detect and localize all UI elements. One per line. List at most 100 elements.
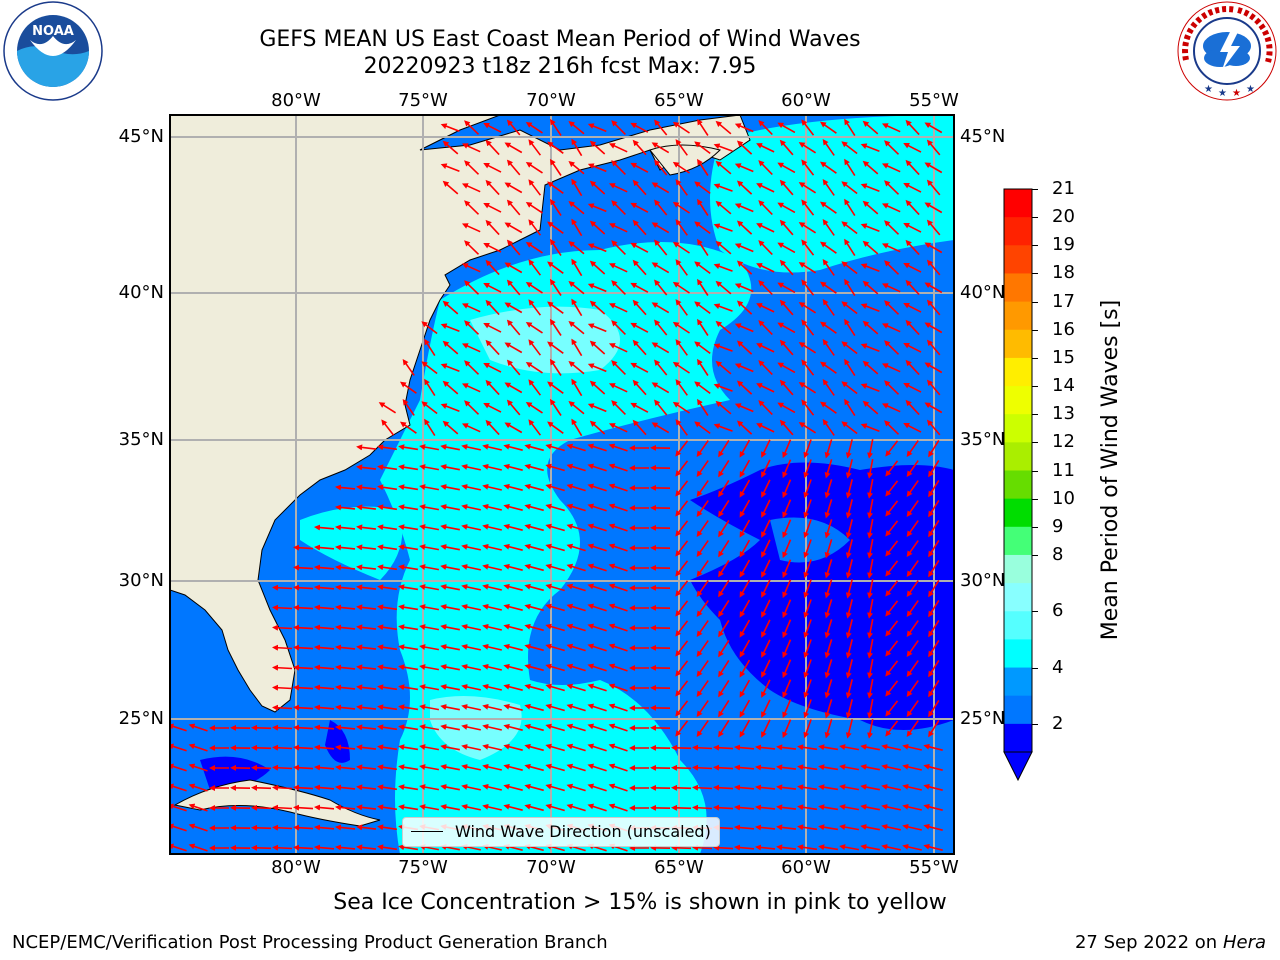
wind-wave-arrow [272, 624, 293, 631]
colorbar-segment [1004, 583, 1032, 612]
wind-wave-arrow [566, 763, 586, 772]
wind-wave-arrow [503, 663, 523, 671]
wind-wave-arrow [483, 322, 502, 333]
wind-wave-arrow [587, 463, 607, 472]
wind-wave-arrow [464, 240, 480, 255]
wind-wave-arrow [862, 200, 879, 215]
wind-wave-arrow [524, 543, 544, 552]
wind-wave-arrow [630, 242, 649, 253]
wind-wave-arrow [630, 402, 649, 413]
wind-wave-arrow [398, 504, 419, 511]
wind-wave-arrow [803, 599, 812, 619]
wind-wave-arrow [464, 200, 480, 215]
period-6-8-region [430, 696, 522, 760]
colorbar-tick-label: 8 [1052, 543, 1064, 565]
wind-wave-arrow [251, 824, 272, 831]
wind-wave-arrow [906, 500, 919, 518]
wind-wave-arrow [587, 643, 607, 652]
wind-wave-arrow [503, 523, 523, 531]
colorbar-segment [1004, 189, 1032, 218]
wind-wave-arrow [608, 183, 628, 193]
wind-wave-arrow [675, 620, 689, 637]
wind-wave-arrow [461, 464, 481, 471]
wind-wave-arrow [335, 784, 356, 791]
wind-wave-arrow [608, 443, 628, 452]
map-frame [169, 114, 955, 855]
wind-wave-arrow [841, 341, 858, 355]
wind-wave-arrow [398, 464, 419, 471]
credit-branch: NCEP/EMC/Verification Post Processing Pr… [12, 932, 608, 953]
wind-wave-arrow [442, 180, 459, 195]
wind-wave-arrow [632, 419, 647, 436]
lon-label-top: 75°W [398, 90, 448, 111]
wind-wave-arrow [566, 783, 586, 792]
wind-wave-arrow [402, 398, 415, 416]
wind-wave-arrow [632, 299, 647, 316]
wind-wave-arrow [464, 400, 480, 415]
wind-wave-arrow [293, 824, 314, 831]
wind-wave-arrow [718, 679, 730, 698]
wind-wave-arrow [867, 439, 874, 459]
wind-wave-arrow [630, 162, 649, 173]
wind-wave-arrow [461, 684, 481, 691]
wind-wave-arrow [608, 783, 628, 792]
wind-wave-arrow [608, 583, 628, 592]
wind-wave-arrow [860, 844, 880, 851]
wind-wave-arrow [860, 223, 880, 232]
wind-wave-arrow [482, 803, 502, 811]
colorbar-tick-mark [1032, 526, 1038, 528]
colorbar-tick-mark [1032, 442, 1038, 444]
wind-wave-arrow [761, 499, 771, 518]
wind-wave-arrow [504, 182, 523, 194]
wind-wave-arrow [926, 419, 941, 436]
wind-wave-arrow [608, 503, 628, 512]
wind-wave-arrow [715, 240, 732, 255]
wind-wave-arrow [503, 483, 523, 491]
wind-wave-arrow [356, 804, 376, 811]
wind-wave-arrow [314, 724, 335, 731]
wind-wave-arrow [630, 282, 649, 293]
wind-wave-arrow [525, 362, 543, 374]
wind-wave-arrow [506, 319, 521, 336]
wind-wave-arrow [461, 444, 481, 451]
wind-wave-arrow [170, 823, 187, 832]
wind-wave-arrow [442, 380, 459, 395]
wind-wave-arrow [867, 579, 874, 599]
wind-wave-arrow [905, 279, 920, 296]
wind-wave-arrow [398, 544, 419, 551]
wind-wave-arrow [926, 339, 941, 356]
wind-wave-arrow [672, 401, 690, 414]
wind-wave-arrow [713, 343, 733, 352]
wind-wave-arrow [398, 724, 419, 731]
colorbar-tick-label: 18 [1052, 262, 1075, 284]
wind-wave-arrow [440, 504, 460, 511]
wind-wave-arrow [801, 199, 815, 216]
wind-wave-arrow [756, 223, 775, 233]
wind-wave-arrow [356, 444, 376, 451]
wind-wave-arrow [377, 444, 398, 451]
wind-wave-arrow [696, 600, 709, 618]
wind-wave-arrow [506, 119, 521, 136]
wind-wave-arrow [272, 764, 293, 771]
lon-label-top: 70°W [526, 90, 576, 111]
wind-wave-arrow [483, 122, 502, 133]
wind-wave-arrow [928, 519, 940, 538]
colorbar-tick-label: 12 [1052, 431, 1075, 453]
wind-wave-arrow [905, 399, 920, 416]
wind-wave-arrow [798, 342, 817, 354]
wind-wave-arrow [867, 539, 874, 559]
wind-wave-arrow [803, 639, 812, 659]
wind-wave-arrow [482, 483, 502, 491]
wind-wave-arrow [545, 583, 565, 592]
wind-wave-arrow [587, 703, 607, 712]
wind-wave-arrow [440, 323, 460, 332]
wind-wave-arrow [587, 803, 607, 812]
wind-wave-arrow [398, 764, 419, 771]
lon-label-bottom: 65°W [654, 857, 704, 878]
wind-wave-arrow [782, 459, 792, 479]
wind-wave-arrow [587, 123, 607, 133]
colorbar-segment [1004, 217, 1032, 246]
wind-wave-arrow [461, 704, 481, 711]
svg-text:★: ★ [1246, 84, 1255, 95]
wind-wave-arrow [697, 158, 709, 176]
